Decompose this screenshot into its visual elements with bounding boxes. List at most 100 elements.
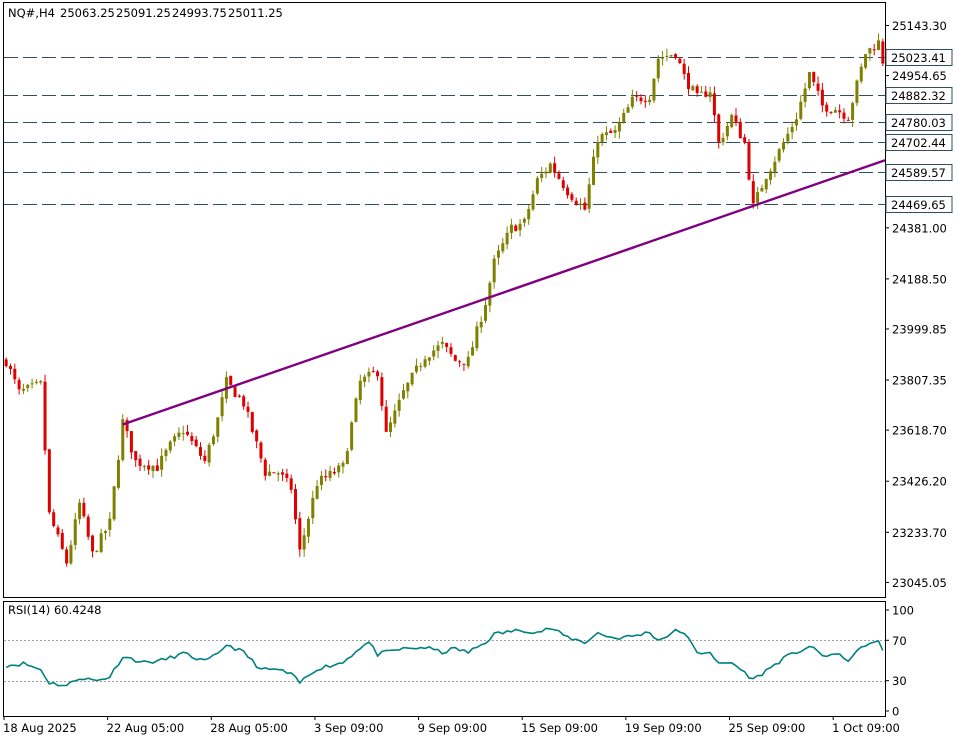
candle-body bbox=[872, 49, 876, 51]
candle-body bbox=[484, 305, 488, 321]
candle-body bbox=[237, 395, 241, 397]
candle-body bbox=[21, 388, 25, 391]
candle-body bbox=[682, 63, 686, 75]
candle-body bbox=[341, 462, 345, 467]
candle-body bbox=[160, 455, 164, 470]
candle-body bbox=[466, 356, 470, 367]
candle-body bbox=[475, 326, 479, 349]
candle-body bbox=[747, 142, 751, 180]
candle-body bbox=[462, 363, 466, 365]
candle-body bbox=[574, 200, 578, 205]
candle-body bbox=[557, 173, 561, 179]
candle-body bbox=[328, 470, 332, 478]
candle-body bbox=[69, 544, 73, 564]
candle-body bbox=[289, 478, 293, 490]
candle-body bbox=[591, 156, 595, 185]
price-tick-label: 24954.65 bbox=[892, 69, 947, 83]
candle-body bbox=[617, 122, 621, 132]
candle-body bbox=[332, 471, 336, 474]
candle-body bbox=[820, 89, 824, 106]
candle-body bbox=[812, 71, 816, 82]
candle-body bbox=[540, 173, 544, 178]
candle-body bbox=[458, 361, 462, 363]
candle-body bbox=[367, 371, 371, 377]
candle-body bbox=[427, 357, 431, 361]
candle-body bbox=[492, 258, 496, 283]
candle-body bbox=[764, 179, 768, 190]
candle-body bbox=[30, 383, 34, 385]
candle-body bbox=[440, 341, 444, 344]
rsi-tick-label: 100 bbox=[892, 604, 914, 618]
candle-body bbox=[570, 194, 574, 200]
candle-body bbox=[877, 40, 881, 50]
price-tick-label: 23807.35 bbox=[892, 374, 947, 388]
candle-body bbox=[553, 163, 557, 173]
candle-body bbox=[121, 419, 125, 460]
candle-body bbox=[803, 88, 807, 102]
candle-body bbox=[842, 112, 846, 119]
candle-body bbox=[233, 386, 237, 398]
candle-body bbox=[829, 111, 833, 113]
candle-body bbox=[432, 350, 436, 357]
level-label-box bbox=[885, 164, 953, 181]
candle-body bbox=[276, 473, 280, 475]
price-tick-label: 23045.05 bbox=[892, 576, 947, 590]
candle-body bbox=[436, 345, 440, 351]
candle-body bbox=[846, 119, 850, 121]
level-label: 24780.03 bbox=[891, 116, 946, 130]
candle-body bbox=[306, 518, 310, 537]
candle-body bbox=[263, 459, 267, 476]
candle-body bbox=[794, 119, 798, 126]
candle-body bbox=[656, 58, 660, 79]
candle-body bbox=[626, 107, 630, 113]
candle-body bbox=[518, 223, 522, 231]
candle-body bbox=[168, 441, 172, 451]
rsi-series bbox=[5, 627, 884, 687]
candle-body bbox=[630, 96, 634, 107]
candle-body bbox=[350, 422, 354, 450]
candle-body bbox=[725, 125, 729, 137]
candle-body bbox=[648, 99, 652, 103]
candle-body bbox=[397, 399, 401, 411]
trendline[interactable] bbox=[122, 159, 886, 426]
trendline-segment bbox=[122, 159, 886, 426]
candle-body bbox=[777, 149, 781, 161]
candle-body bbox=[734, 115, 738, 122]
candle-body bbox=[198, 447, 202, 456]
candlestick-series bbox=[4, 33, 885, 567]
candle-body bbox=[393, 410, 397, 424]
level-label-box bbox=[885, 114, 953, 131]
candle-body bbox=[82, 503, 86, 517]
candle-body bbox=[4, 359, 8, 367]
price-tick-label: 23618.70 bbox=[892, 424, 947, 438]
candle-body bbox=[561, 180, 565, 188]
candle-body bbox=[389, 422, 393, 433]
price-tick-label: 23999.85 bbox=[892, 322, 947, 336]
time-tick-label: 22 Aug 05:00 bbox=[107, 721, 185, 735]
price-tick-label: 24381.00 bbox=[892, 221, 947, 235]
candle-body bbox=[246, 406, 250, 412]
candle-body bbox=[363, 376, 367, 382]
candle-body bbox=[324, 475, 328, 478]
candle-body bbox=[695, 86, 699, 93]
candle-body bbox=[743, 137, 747, 143]
level-label-box bbox=[885, 196, 953, 213]
candle-body bbox=[579, 203, 583, 205]
candle-body bbox=[410, 372, 414, 385]
level-label: 24702.44 bbox=[891, 136, 946, 150]
candle-body bbox=[220, 397, 224, 417]
rsi-reference-lines bbox=[4, 640, 885, 682]
candle-body bbox=[445, 343, 449, 347]
rsi-tick-label: 70 bbox=[892, 634, 907, 648]
time-tick-label: 1 Oct 09:00 bbox=[832, 721, 900, 735]
rsi-label: RSI(14) 60.4248 bbox=[8, 603, 102, 617]
candle-body bbox=[43, 381, 47, 451]
candle-body bbox=[527, 209, 531, 220]
candle-body bbox=[738, 121, 742, 139]
level-lines bbox=[4, 57, 885, 205]
candle-body bbox=[479, 321, 483, 328]
time-tick-label: 18 Aug 2025 bbox=[3, 721, 77, 735]
candle-body bbox=[194, 439, 198, 447]
candle-body bbox=[211, 436, 215, 445]
